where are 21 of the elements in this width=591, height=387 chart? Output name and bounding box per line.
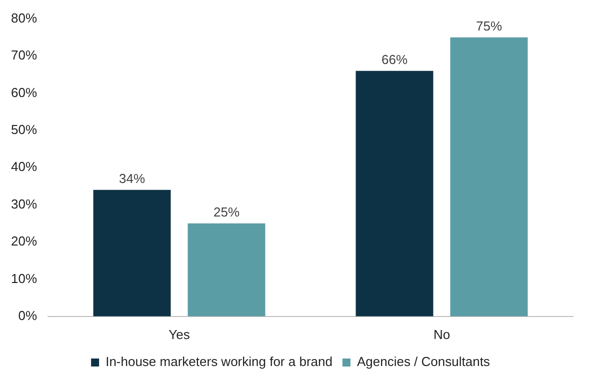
- y-tick-label: 80%: [10, 10, 38, 26]
- bar: [188, 223, 266, 316]
- bar: [450, 37, 528, 316]
- y-tick-label: 50%: [10, 122, 38, 137]
- bar: [356, 70, 434, 316]
- bar: [93, 190, 171, 316]
- x-tick-label: No: [433, 326, 450, 342]
- y-tick-label: 70%: [10, 48, 38, 63]
- y-tick-label: 30%: [10, 196, 38, 212]
- y-tick-label: 40%: [10, 159, 38, 174]
- data-label: 34%: [119, 171, 146, 186]
- y-tick-label: 0%: [18, 308, 38, 323]
- y-tick-label: 10%: [10, 270, 38, 286]
- x-tick-label: Yes: [168, 326, 190, 342]
- data-label: 25%: [213, 204, 240, 220]
- legend-label: Agencies / Consultants: [356, 354, 490, 370]
- y-tick-label: 60%: [10, 84, 38, 100]
- data-label: 66%: [381, 52, 408, 67]
- legend-label: In-house marketers working for a brand: [106, 354, 332, 370]
- data-label: 75%: [476, 18, 502, 34]
- y-tick-label: 20%: [10, 234, 38, 249]
